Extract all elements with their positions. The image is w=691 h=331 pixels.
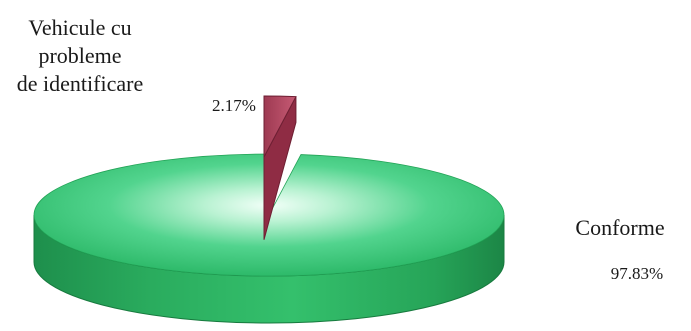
large-slice-value-label: 97.83% [611, 264, 663, 283]
small-slice-label-line-2: probleme [38, 43, 121, 68]
small-slice-top [263, 95, 297, 158]
slice-label-small: Vehicule cu probleme de identificare [17, 15, 143, 96]
small-slice-label-line-3: de identificare [17, 71, 143, 96]
small-slice-value-label: 2.17% [212, 96, 256, 115]
small-slice-label-line-1: Vehicule cu [28, 15, 131, 40]
large-slice-label: Conforme [575, 215, 664, 240]
